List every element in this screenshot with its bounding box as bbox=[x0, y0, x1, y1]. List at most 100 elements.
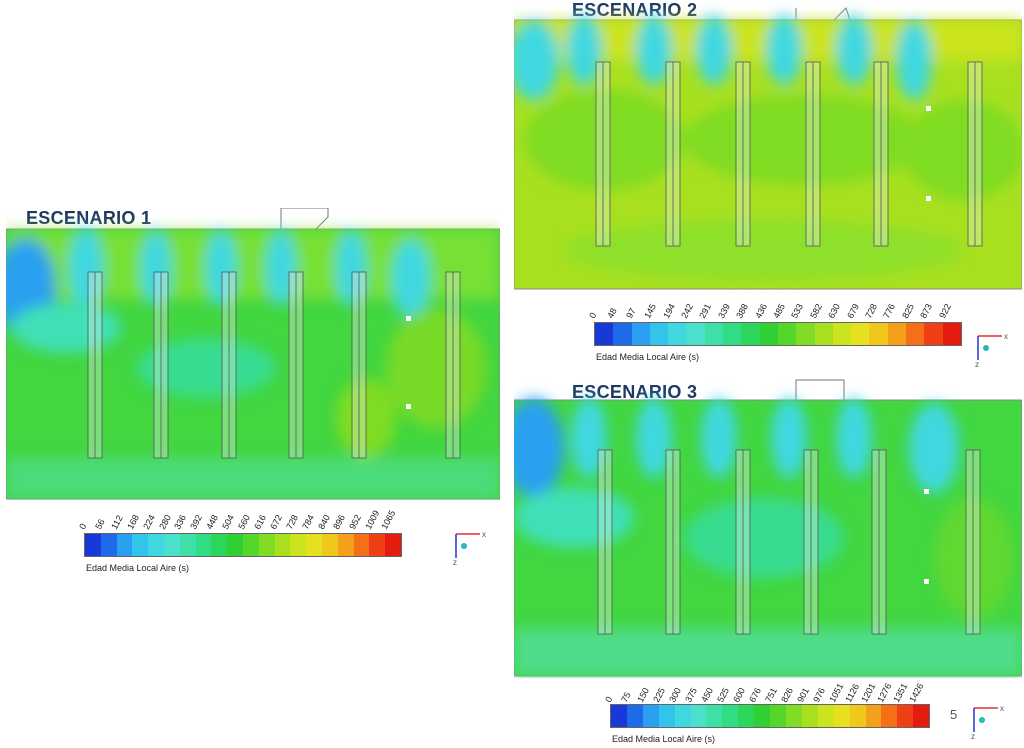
colorbar-segment bbox=[814, 323, 833, 345]
legend-tick-label: 676 bbox=[747, 686, 764, 704]
colorbar-segment bbox=[631, 323, 650, 345]
colorbar-segment bbox=[613, 323, 632, 345]
scenario-2-legend: 0 48 97 145 194 242 291 339 388 436 485 533 582 630 67… bbox=[587, 292, 964, 368]
colorbar-segment bbox=[353, 534, 370, 556]
legend-tick-label: 533 bbox=[789, 302, 806, 320]
colorbar-segment bbox=[227, 534, 243, 556]
legend-caption: Edad Media Local Aire (s) bbox=[612, 734, 716, 744]
colorbar-segment bbox=[85, 534, 101, 556]
colorbar-segment bbox=[924, 323, 943, 345]
legend-tick-label: 448 bbox=[204, 513, 221, 531]
legend-tick-label: 242 bbox=[679, 302, 696, 320]
legend-tick-label: 728 bbox=[863, 302, 880, 320]
legend-tick-label: 150 bbox=[635, 686, 652, 704]
legend-tick-label: 600 bbox=[731, 686, 748, 704]
scenario-3-contour-plot bbox=[514, 378, 1022, 678]
axis-x-label: x bbox=[1004, 332, 1008, 341]
legend-tick-label: 952 bbox=[347, 513, 364, 531]
legend-tick-label: 0 bbox=[603, 694, 615, 704]
colorbar bbox=[594, 322, 962, 346]
legend-caption: Edad Media Local Aire (s) bbox=[596, 352, 700, 362]
legend-tick-label: 1065 bbox=[379, 508, 398, 531]
legend-tick-label: 1201 bbox=[859, 681, 878, 704]
legend-ticks: 0 75 150 225 300 375 450 525 600 676 751 826 901 976 1… bbox=[603, 676, 928, 704]
legend-tick-label: 485 bbox=[771, 302, 788, 320]
legend-tick-label: 97 bbox=[623, 306, 638, 320]
legend-tick-label: 976 bbox=[811, 686, 828, 704]
legend-tick-label: 840 bbox=[315, 513, 332, 531]
colorbar bbox=[610, 704, 930, 728]
colorbar-segment bbox=[849, 705, 866, 727]
colorbar-segment bbox=[337, 534, 354, 556]
colorbar-segment bbox=[770, 705, 786, 727]
scenario-1-contour-plot bbox=[6, 208, 500, 500]
legend-tick-label: 225 bbox=[651, 686, 668, 704]
legend-tick-label: 280 bbox=[156, 513, 173, 531]
legend-tick-label: 751 bbox=[763, 686, 780, 704]
colorbar-segment bbox=[116, 534, 133, 556]
colorbar-segment bbox=[741, 323, 760, 345]
legend-tick-label: 194 bbox=[660, 302, 677, 320]
colorbar-segment bbox=[242, 534, 259, 556]
legend-tick-label: 901 bbox=[795, 686, 812, 704]
scenario-1-contour-svg bbox=[6, 208, 500, 500]
colorbar-segment bbox=[942, 323, 961, 345]
colorbar-segment bbox=[179, 534, 196, 556]
colorbar-segment bbox=[611, 705, 627, 727]
legend-tick-label: 145 bbox=[642, 302, 659, 320]
legend-tick-label: 336 bbox=[172, 513, 189, 531]
legend-tick-label: 873 bbox=[918, 302, 935, 320]
legend-tick-label: 826 bbox=[779, 686, 796, 704]
legend-tick-label: 1426 bbox=[907, 681, 926, 704]
scenario-2-title: ESCENARIO 2 bbox=[572, 0, 698, 20]
legend-tick-label: 896 bbox=[331, 513, 348, 531]
legend-tick-label: 672 bbox=[267, 513, 284, 531]
colorbar-segment bbox=[642, 705, 659, 727]
legend-tick-label: 784 bbox=[299, 513, 316, 531]
scenario-3-title: ESCENARIO 3 bbox=[572, 382, 698, 402]
legend-tick-label: 1051 bbox=[827, 681, 846, 704]
axis-triad-1-icon: x z bbox=[453, 530, 486, 566]
colorbar-segment bbox=[887, 323, 907, 345]
legend-tick-label: 776 bbox=[881, 302, 898, 320]
legend-tick-label: 436 bbox=[752, 302, 769, 320]
colorbar-segment bbox=[817, 705, 834, 727]
legend-tick-label: 1351 bbox=[891, 681, 910, 704]
colorbar-segment bbox=[321, 534, 338, 556]
colorbar-segment bbox=[195, 534, 212, 556]
colorbar-segment bbox=[668, 323, 687, 345]
legend-tick-label: 450 bbox=[699, 686, 716, 704]
legend-caption: Edad Media Local Aire (s) bbox=[86, 563, 190, 573]
colorbar-segment bbox=[832, 323, 852, 345]
legend-tick-label: 392 bbox=[188, 513, 205, 531]
colorbar-segment bbox=[785, 705, 802, 727]
legend-tick-label: 525 bbox=[715, 686, 732, 704]
legend-tick-label: 582 bbox=[807, 302, 824, 320]
colorbar-segment bbox=[738, 705, 755, 727]
legend-tick-label: 616 bbox=[252, 513, 268, 531]
legend-tick-label: 630 bbox=[826, 302, 843, 320]
colorbar-segment bbox=[796, 323, 815, 345]
scenario-3-legend: 0 75 150 225 300 375 450 525 600 676 751 826 901 976 1… bbox=[603, 676, 932, 748]
axis-triad-2-icon: x z bbox=[975, 332, 1008, 368]
legend-tick-label: 679 bbox=[844, 302, 861, 320]
colorbar-segment bbox=[258, 534, 275, 556]
colorbar-segment bbox=[706, 705, 723, 727]
colorbar-segment bbox=[274, 534, 291, 556]
legend-tick-label: 224 bbox=[140, 513, 157, 531]
legend-tick-label: 48 bbox=[605, 306, 620, 320]
axis-z-label: z bbox=[453, 558, 457, 566]
colorbar-segment bbox=[759, 323, 778, 345]
colorbar-segment bbox=[833, 705, 850, 727]
colorbar-segment bbox=[306, 534, 322, 556]
legend-tick-label: 1009 bbox=[363, 508, 382, 531]
legend-tick-label: 168 bbox=[124, 513, 141, 531]
colorbar-segment bbox=[100, 534, 117, 556]
legend-tick-label: 825 bbox=[899, 302, 916, 320]
legend-tick-label: 112 bbox=[108, 513, 125, 531]
colorbar-segment bbox=[704, 323, 724, 345]
axis-x-label: x bbox=[482, 530, 486, 539]
legend-tick-label: 0 bbox=[587, 310, 599, 320]
scenario-1-legend: 0 56 112 168 224 280 336 392 448 504 560 616 672 728 7… bbox=[77, 503, 404, 578]
colorbar bbox=[84, 533, 402, 557]
